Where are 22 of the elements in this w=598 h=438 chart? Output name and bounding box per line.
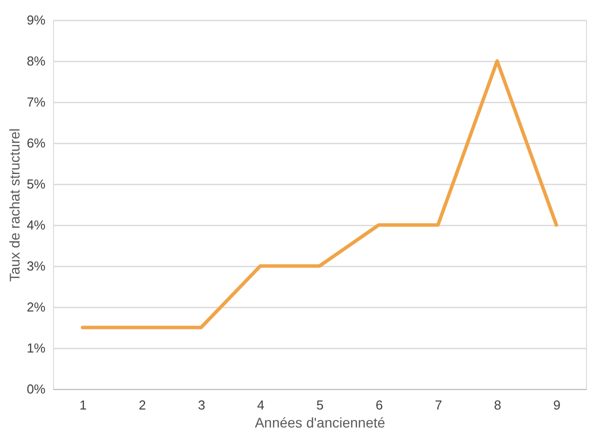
y-tick-label: 1% [26,340,46,356]
y-tick-label: 0% [26,382,46,396]
y-tick-label: 8% [26,54,46,68]
x-tick-label: 1 [79,398,87,412]
y-tick-label: 7% [26,94,46,110]
x-tick-label: 2 [138,398,146,412]
line-series [80,59,558,330]
y-tick-label: 6% [26,136,46,150]
x-tick-label: 5 [316,398,324,412]
x-tick-label: 4 [257,398,264,412]
y-axis-title: Taux de rachat structurel [6,128,23,282]
x-tick-label: 3 [198,398,206,412]
y-tick-label: 5% [26,176,46,192]
y-tick-label: 2% [26,300,46,314]
x-tick-label: 8 [494,398,502,412]
y-tick-label: 4% [26,218,46,232]
x-tick-label: 7 [434,398,442,412]
x-tick-label: 9 [553,398,561,412]
x-tick-label: 6 [376,398,383,412]
y-tick-label: 9% [26,12,46,28]
y-tick-label: 3% [26,258,46,274]
x-axis-title: Années d'ancienneté [254,414,386,430]
